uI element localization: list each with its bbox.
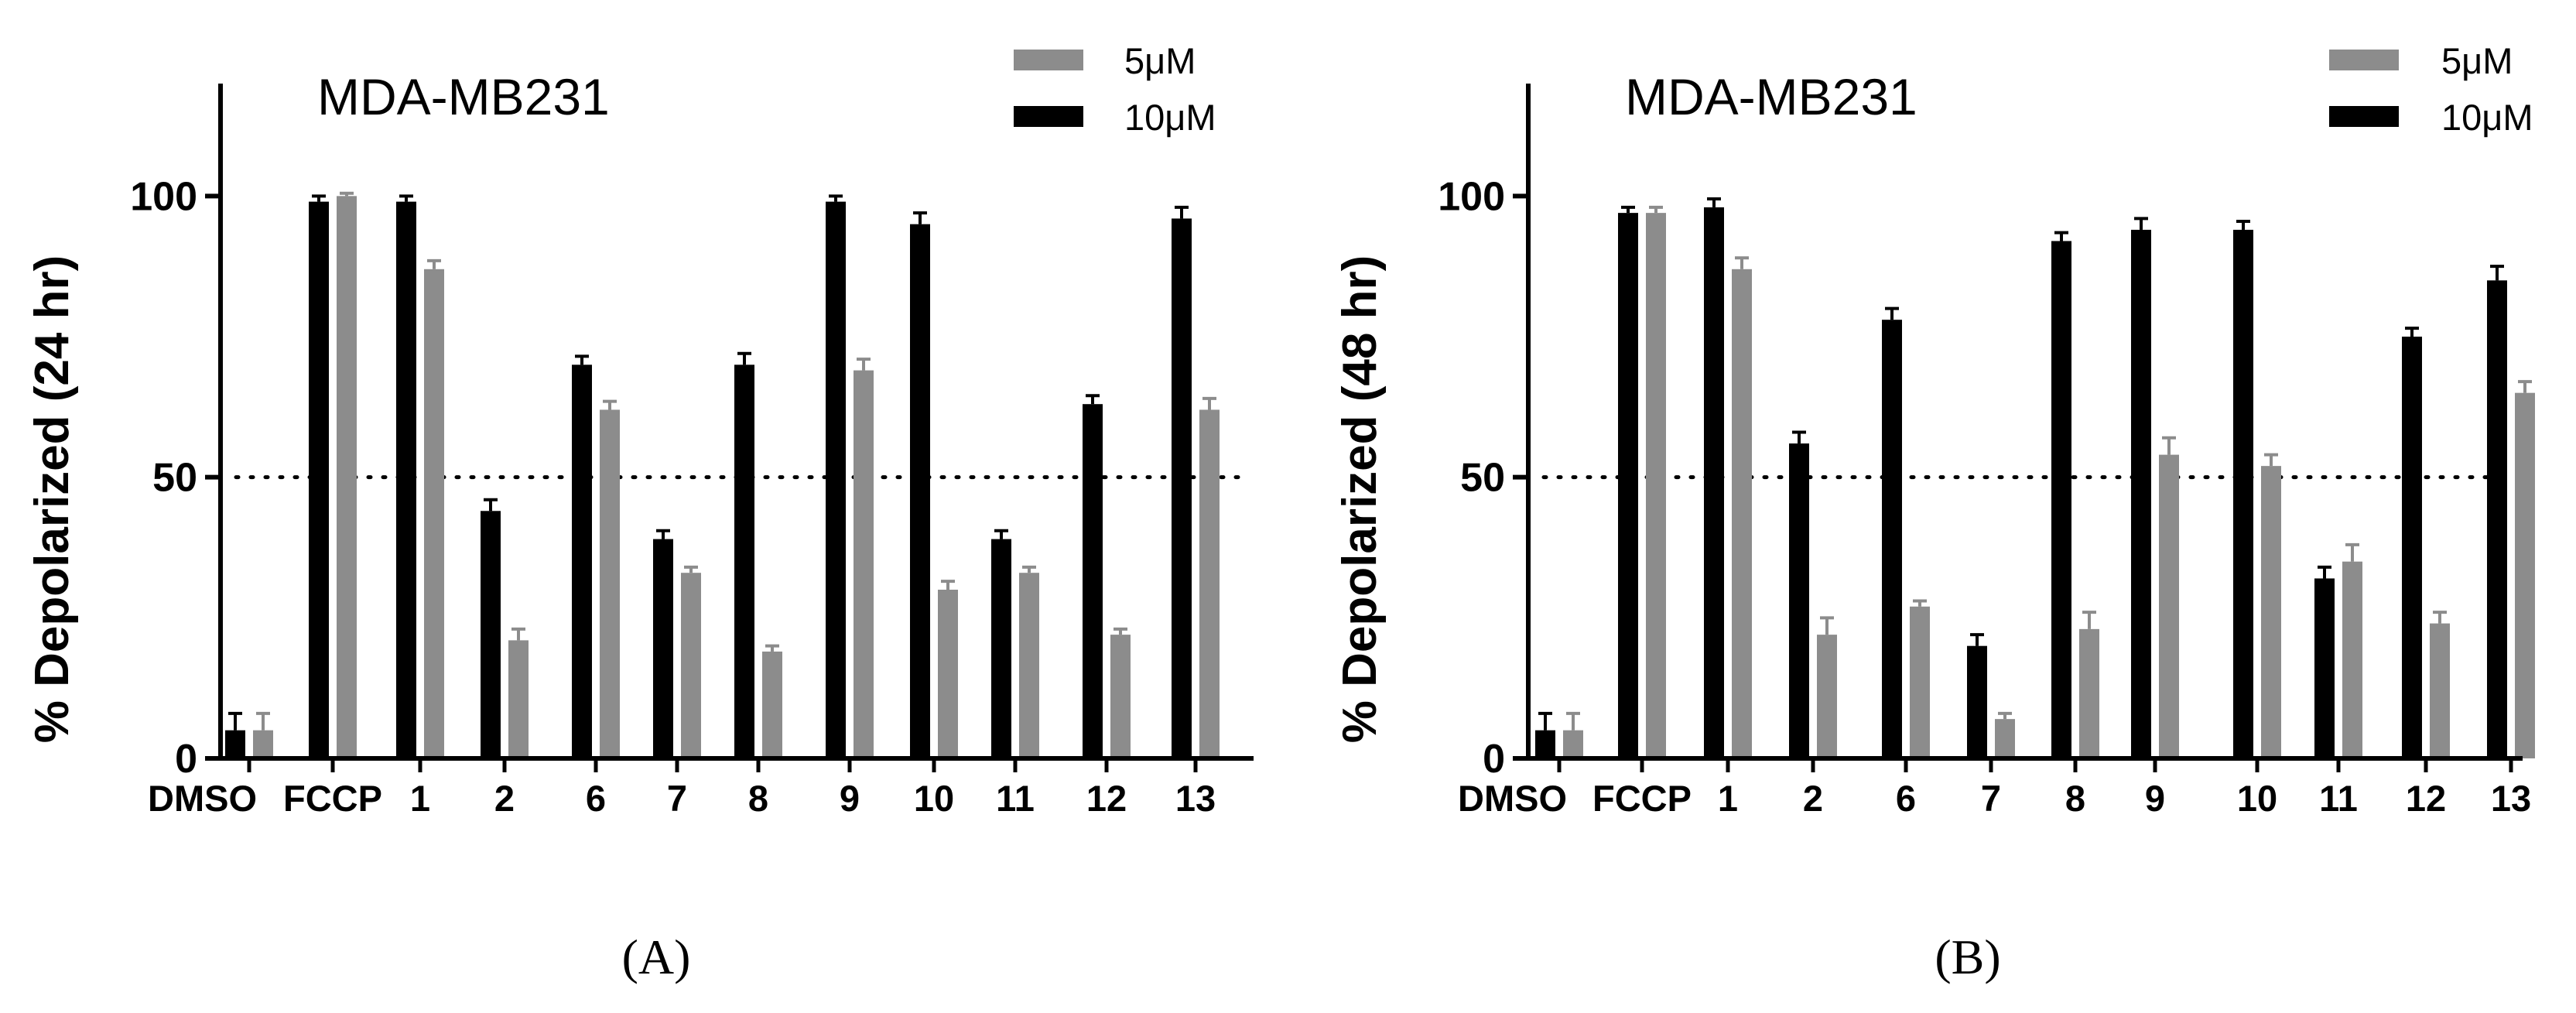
x-tick-label-fccp: FCCP <box>1592 778 1692 819</box>
x-tick-label-1: 1 <box>1718 778 1738 819</box>
bar-10um-13 <box>1172 218 1192 758</box>
x-tick-label-9: 9 <box>840 778 860 819</box>
bar-5um-13 <box>2515 392 2535 758</box>
bar-10um-13 <box>2487 280 2507 758</box>
y-tick-label: 50 <box>152 456 197 501</box>
bar-5um-9 <box>2159 454 2179 758</box>
bar-10um-12 <box>2402 337 2422 758</box>
x-tick-label-9: 9 <box>2145 778 2165 819</box>
bar-10um-8 <box>2051 241 2071 758</box>
bar-5um-13 <box>1199 409 1220 758</box>
x-tick-label-11: 11 <box>996 778 1035 819</box>
x-tick-label-7: 7 <box>667 778 687 819</box>
chart-panel-b: MDA-MB231 % Depolarized (48 hr) 5μM 10μM… <box>1333 40 2535 984</box>
x-tick-label-12: 12 <box>1086 778 1127 819</box>
y-tick-label: 100 <box>130 174 197 219</box>
bar-5um-6 <box>600 409 620 758</box>
x-tick-label-8: 8 <box>748 778 768 819</box>
legend-swatch-5um <box>2329 50 2399 70</box>
bar-10um-12 <box>1083 404 1103 758</box>
legend-label-10um: 10μM <box>2441 97 2533 138</box>
x-tick-label-13: 13 <box>1175 778 1216 819</box>
bar-5um-7 <box>681 573 701 758</box>
y-axis-label: % Depolarized (48 hr) <box>1333 255 1387 743</box>
bar-10um-2 <box>1789 443 1809 758</box>
legend-swatch-10um <box>2329 106 2399 127</box>
bar-5um-2 <box>1817 635 1837 758</box>
bar-10um-11 <box>991 539 1011 758</box>
chart-title: MDA-MB231 <box>317 68 610 125</box>
x-tick-label-13: 13 <box>2491 778 2531 819</box>
legend-label-10um: 10μM <box>1124 97 1216 138</box>
x-tick-label-8: 8 <box>2065 778 2085 819</box>
bar-5um-10 <box>2261 466 2281 758</box>
chart-panel-a: MDA-MB231 % Depolarized (24 hr) 5μM 10μM… <box>26 40 1254 984</box>
bar-10um-11 <box>2314 578 2335 758</box>
x-tick-label-11: 11 <box>2319 778 2358 819</box>
x-tick-label-6: 6 <box>586 778 606 819</box>
legend: 5μM 10μM <box>1014 40 1216 138</box>
bar-10um-fccp <box>1618 213 1638 759</box>
bar-10um-1 <box>1704 207 1724 758</box>
panel-label: (A) <box>622 929 691 984</box>
y-tick-label: 0 <box>175 737 197 782</box>
bar-10um-1 <box>396 201 416 759</box>
bar-5um-8 <box>762 651 782 758</box>
bar-5um-10 <box>938 590 958 758</box>
bar-10um-2 <box>481 511 501 758</box>
y-tick-label: 0 <box>1483 737 1505 782</box>
x-tick-label-1: 1 <box>410 778 430 819</box>
x-tick-label-dmso: DMSO <box>1458 778 1567 819</box>
bar-10um-9 <box>2131 229 2151 758</box>
bar-5um-1 <box>1732 269 1752 758</box>
bar-10um-7 <box>653 539 673 758</box>
chart-title: MDA-MB231 <box>1625 68 1917 125</box>
bar-10um-dmso <box>1535 730 1555 758</box>
x-tick-label-12: 12 <box>2406 778 2446 819</box>
bar-10um-7 <box>1967 645 1987 758</box>
y-tick-label: 100 <box>1438 174 1505 219</box>
bar-5um-11 <box>2342 561 2362 758</box>
y-axis-label: % Depolarized (24 hr) <box>26 255 79 743</box>
x-tick-label-10: 10 <box>2237 778 2277 819</box>
x-tick-label-6: 6 <box>1896 778 1916 819</box>
bar-5um-7 <box>1995 719 2015 758</box>
bar-5um-fccp <box>1646 213 1666 759</box>
legend-label-5um: 5μM <box>2441 40 2513 81</box>
x-tick-label-fccp: FCCP <box>283 778 382 819</box>
bar-5um-11 <box>1019 573 1039 758</box>
bar-5um-6 <box>1910 606 1930 758</box>
bar-5um-12 <box>2430 623 2450 758</box>
x-tick-label-10: 10 <box>914 778 954 819</box>
bar-10um-10 <box>2233 229 2253 758</box>
bar-5um-12 <box>1110 635 1131 758</box>
bar-10um-10 <box>910 224 930 759</box>
legend-label-5um: 5μM <box>1124 40 1196 81</box>
bar-5um-dmso <box>253 730 273 758</box>
y-tick-label: 50 <box>1460 456 1505 501</box>
bar-5um-1 <box>424 269 444 758</box>
x-tick-label-2: 2 <box>494 778 515 819</box>
bar-5um-9 <box>854 370 874 758</box>
bar-10um-6 <box>572 364 592 758</box>
x-tick-label-2: 2 <box>1803 778 1823 819</box>
panel-label: (B) <box>1935 929 2000 984</box>
bar-10um-dmso <box>225 730 245 758</box>
legend: 5μM 10μM <box>2329 40 2533 138</box>
x-tick-label-7: 7 <box>1981 778 2001 819</box>
bar-10um-8 <box>734 364 754 758</box>
bar-10um-9 <box>826 201 846 759</box>
legend-swatch-10um <box>1014 106 1083 127</box>
bar-5um-fccp <box>337 196 357 759</box>
bar-5um-2 <box>508 640 529 758</box>
bar-10um-fccp <box>309 201 329 759</box>
bar-5um-dmso <box>1563 730 1583 758</box>
x-tick-label-dmso: DMSO <box>148 778 257 819</box>
bar-10um-6 <box>1882 320 1902 758</box>
bar-5um-8 <box>2079 628 2099 758</box>
legend-swatch-5um <box>1014 50 1083 70</box>
